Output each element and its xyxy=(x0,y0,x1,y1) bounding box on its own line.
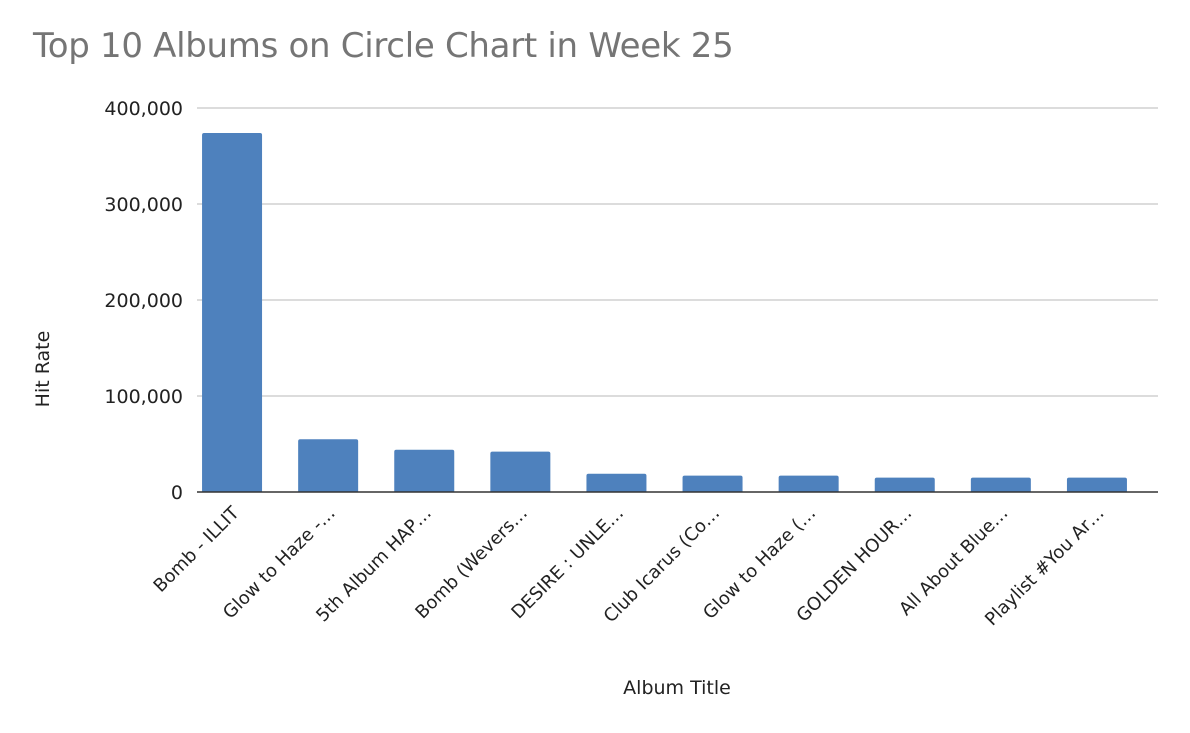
bar xyxy=(874,477,935,492)
bar xyxy=(970,477,1031,492)
y-axis-title: Hit Rate xyxy=(32,331,54,408)
chart-title: Top 10 Albums on Circle Chart in Week 25 xyxy=(33,26,734,66)
bar xyxy=(202,132,263,492)
y-tick-label: 0 xyxy=(171,482,183,504)
gridlines xyxy=(197,107,1158,397)
y-tick-label: 200,000 xyxy=(104,290,183,312)
bar xyxy=(394,449,455,492)
y-tick-label: 300,000 xyxy=(104,194,183,216)
bar xyxy=(1066,477,1127,492)
y-tick-label: 400,000 xyxy=(104,98,183,120)
x-axis-title: Album Title xyxy=(623,677,731,699)
x-tick-label: Bomb - ILLIT xyxy=(150,502,245,597)
bar xyxy=(586,473,647,492)
y-tick-label: 100,000 xyxy=(104,386,183,408)
bars xyxy=(202,132,1127,492)
bar xyxy=(490,451,551,492)
bar xyxy=(778,475,839,492)
y-axis-ticks: 0 100,000 200,000 300,000 400,000 xyxy=(104,98,183,504)
bar xyxy=(298,439,359,492)
bar xyxy=(682,475,743,492)
